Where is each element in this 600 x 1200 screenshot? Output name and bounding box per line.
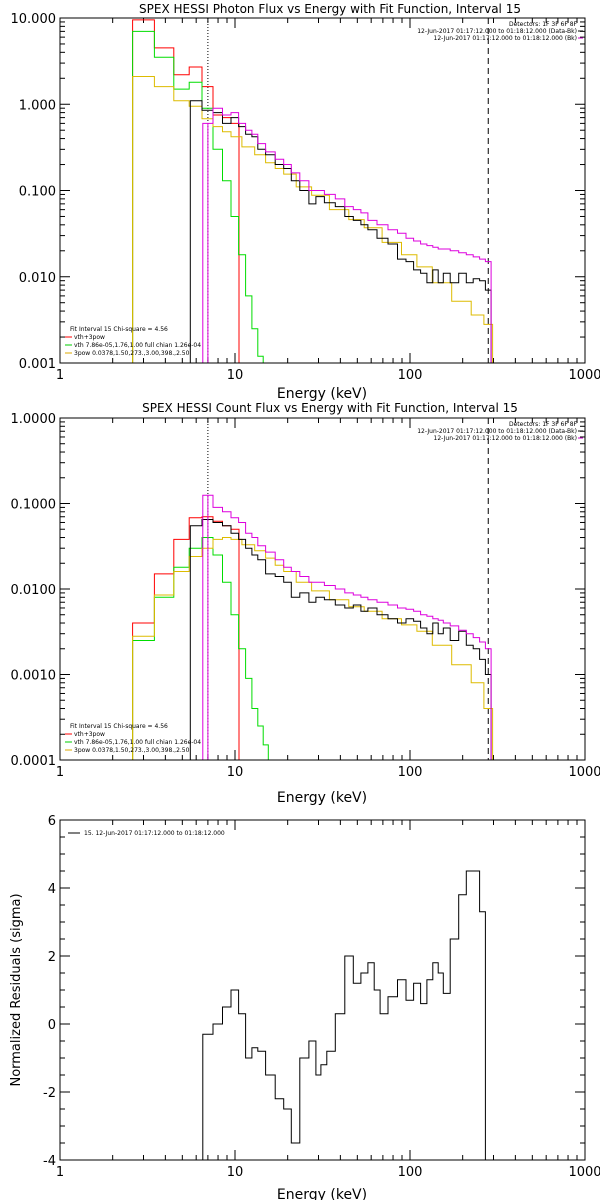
legend-bottom-text: vth 7.86e-05,1.76,1.00 full chian 1.26e-… <box>74 739 201 746</box>
y-tick-label: 0.1000 <box>11 498 57 513</box>
x-tick-label: 10 <box>227 1165 244 1180</box>
series-step-line <box>132 537 494 760</box>
chart-3-xlabel: Energy (keV) <box>277 1187 367 1200</box>
legend-top-text: 12-Jun-2017 01:17:12.000 to 01:18:12.000… <box>434 35 577 42</box>
series-step-line <box>202 870 492 1161</box>
y-tick-label: 6 <box>48 814 56 829</box>
legend-bottom-text: vth 7.86e-05,1.76,1.00 full chian 1.26e-… <box>74 342 201 349</box>
y-tick-label: 4 <box>48 882 56 897</box>
legend-bottom-text: Fit Interval 15 Chi-square = 4.56 <box>70 723 168 730</box>
legend-top-text: 12-Jun-2017 01:17:12.000 to 01:18:12.000… <box>417 28 577 35</box>
y-tick-label: 0.0010 <box>11 669 57 684</box>
x-tick-label: 1000 <box>568 765 600 780</box>
series-step-line <box>132 19 240 363</box>
legend-bottom-text: vth+3pow <box>74 731 105 738</box>
series-step-line <box>202 107 492 363</box>
legend-text: 15. 12-Jun-2017 01:17:12.000 to 01:18:12… <box>84 830 225 837</box>
y-tick-label: 1.0000 <box>11 412 57 427</box>
y-tick-label: 0.100 <box>19 185 56 200</box>
series-step-line <box>132 76 494 363</box>
x-tick-label: 1 <box>56 368 64 383</box>
chart-3-frame <box>59 819 586 1161</box>
panel-residuals: 1 10 100 1000 -4 -2 0 2 4 6 15. 12-Jun-2017 01:17:… <box>9 814 600 1200</box>
chart-1-xlabel: Energy (keV) <box>277 386 367 402</box>
y-tick-label: -4 <box>43 1154 56 1169</box>
legend-top-text: 12-Jun-2017 01:17:12.000 to 01:18:12.000… <box>434 435 577 442</box>
chart-2-xlabel: Energy (keV) <box>277 790 367 806</box>
y-tick-label: 0 <box>48 1018 56 1033</box>
legend-top-text: Detectors: 1F 3F 6F 8F <box>509 421 578 428</box>
legend-bottom-text: Fit Interval 15 Chi-square = 4.56 <box>70 326 168 333</box>
legend-bottom-text: vth+3pow <box>74 334 105 341</box>
chart-2-frame <box>59 417 586 761</box>
chart-3-ylabel: Normalized Residuals (sigma) <box>9 893 24 1086</box>
x-tick-label: 1 <box>56 765 64 780</box>
series-step-line <box>189 100 492 363</box>
legend-top-text: Detectors: 1F 3F 6F 8F <box>509 21 578 28</box>
y-tick-label: 10.000 <box>11 12 57 27</box>
x-tick-label: 100 <box>398 368 423 383</box>
series-step-line <box>132 30 269 364</box>
y-tick-label: 2 <box>48 950 56 965</box>
x-tick-label: 100 <box>398 1165 423 1180</box>
y-tick-label: 1.000 <box>19 98 56 113</box>
x-tick-label: 10 <box>227 765 244 780</box>
legend-bottom-text: 3pow 0.0378,1.50,273.,3.00,398.,2.50 <box>74 747 190 754</box>
chart-1-frame <box>59 17 586 364</box>
x-tick-label: 1 <box>56 1165 64 1180</box>
y-tick-label: 0.0100 <box>11 583 57 598</box>
x-tick-label: 1000 <box>568 1165 600 1180</box>
panel-photon-flux: SPEX HESSI Photon Flux vs Energy with Fi… <box>11 2 600 402</box>
y-tick-label: -2 <box>43 1086 56 1101</box>
chart-2-title: SPEX HESSI Count Flux vs Energy with Fit… <box>142 401 518 415</box>
y-tick-label: 0.001 <box>19 357 56 372</box>
series-step-line <box>189 519 492 760</box>
y-tick-label: 0.010 <box>19 271 56 286</box>
x-tick-label: 10 <box>227 368 244 383</box>
y-tick-label: 0.0001 <box>11 754 57 769</box>
chart-1-title: SPEX HESSI Photon Flux vs Energy with Fi… <box>139 2 521 16</box>
series-step-line <box>202 494 492 760</box>
x-tick-label: 100 <box>398 765 423 780</box>
legend-top-text: 12-Jun-2017 01:17:12.000 to 01:18:12.000… <box>417 428 577 435</box>
legend-bottom-text: 3pow 0.0378,1.50,273.,3.00,398.,2.50 <box>74 350 190 357</box>
panel-count-flux: SPEX HESSI Count Flux vs Energy with Fit… <box>11 401 600 806</box>
x-tick-label: 1000 <box>568 368 600 383</box>
